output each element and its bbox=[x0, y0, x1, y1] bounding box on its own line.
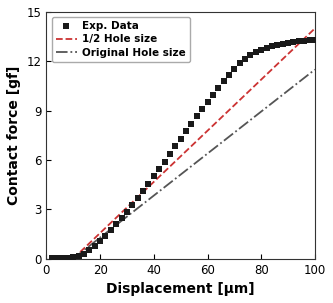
Exp. Data bbox=[130, 203, 134, 207]
Exp. Data bbox=[77, 254, 81, 258]
Exp. Data bbox=[178, 137, 182, 141]
Exp. Data bbox=[270, 44, 274, 48]
Legend: Exp. Data, 1/2 Hole size, Original Hole size: Exp. Data, 1/2 Hole size, Original Hole … bbox=[52, 17, 190, 62]
X-axis label: Displacement [μm]: Displacement [μm] bbox=[106, 282, 255, 296]
Exp. Data bbox=[61, 256, 65, 260]
Exp. Data bbox=[286, 41, 290, 45]
Exp. Data bbox=[173, 145, 177, 148]
Exp. Data bbox=[195, 115, 199, 118]
Exp. Data bbox=[147, 182, 151, 186]
Exp. Data bbox=[205, 100, 209, 103]
Exp. Data bbox=[82, 252, 86, 255]
Exp. Data bbox=[55, 256, 59, 260]
Line: Exp. Data: Exp. Data bbox=[49, 37, 318, 261]
Exp. Data bbox=[216, 86, 220, 89]
Exp. Data bbox=[50, 257, 54, 260]
Exp. Data bbox=[222, 79, 226, 83]
Exp. Data bbox=[313, 38, 317, 42]
Exp. Data bbox=[93, 245, 97, 248]
Exp. Data bbox=[109, 228, 113, 232]
Exp. Data bbox=[152, 175, 156, 178]
Exp. Data bbox=[238, 62, 242, 65]
Exp. Data bbox=[120, 217, 124, 220]
Exp. Data bbox=[254, 50, 258, 54]
Exp. Data bbox=[308, 38, 312, 42]
Exp. Data bbox=[265, 46, 269, 50]
Exp. Data bbox=[104, 234, 108, 238]
Exp. Data bbox=[211, 93, 215, 96]
Exp. Data bbox=[136, 196, 140, 200]
Exp. Data bbox=[125, 210, 129, 214]
Y-axis label: Contact force [gf]: Contact force [gf] bbox=[7, 66, 21, 205]
Exp. Data bbox=[291, 40, 295, 44]
Exp. Data bbox=[259, 48, 263, 52]
Exp. Data bbox=[227, 73, 231, 77]
Exp. Data bbox=[87, 248, 91, 252]
Exp. Data bbox=[157, 167, 161, 171]
Exp. Data bbox=[297, 39, 301, 43]
Exp. Data bbox=[281, 42, 285, 45]
Exp. Data bbox=[243, 57, 247, 61]
Exp. Data bbox=[168, 152, 172, 156]
Exp. Data bbox=[189, 122, 193, 126]
Exp. Data bbox=[184, 129, 188, 133]
Exp. Data bbox=[232, 67, 236, 71]
Exp. Data bbox=[66, 256, 70, 260]
Exp. Data bbox=[71, 256, 75, 259]
Exp. Data bbox=[248, 53, 252, 57]
Exp. Data bbox=[200, 107, 204, 111]
Exp. Data bbox=[141, 189, 145, 193]
Exp. Data bbox=[163, 160, 166, 163]
Exp. Data bbox=[302, 39, 306, 42]
Exp. Data bbox=[275, 43, 279, 47]
Exp. Data bbox=[98, 240, 102, 243]
Exp. Data bbox=[114, 223, 118, 226]
